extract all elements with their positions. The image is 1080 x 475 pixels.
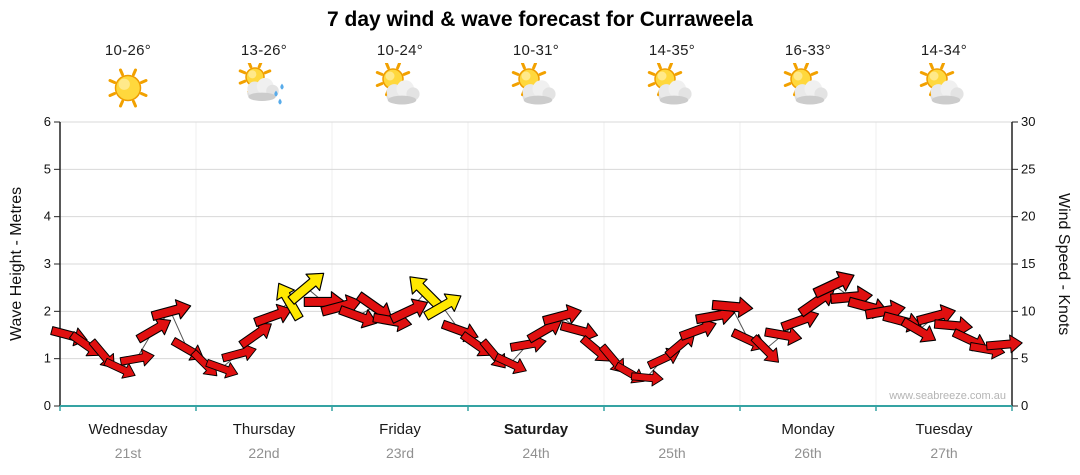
- day-temp-range: 14-35°: [648, 42, 696, 59]
- wind-arrow: [205, 358, 239, 379]
- sunny-icon: [60, 63, 196, 115]
- day-name: Sunday: [645, 421, 700, 438]
- wind-arrow: [542, 304, 582, 326]
- wind-arrow: [135, 318, 172, 344]
- day-name: Friday: [379, 421, 421, 438]
- day-date: 22nd: [248, 445, 279, 461]
- wind-arrow: [812, 270, 855, 299]
- wind-arrow: [409, 276, 444, 311]
- temperature-row: 10-26° 13-26° 10-24° 10-31° 14-35° 16-33° 14-3…: [60, 42, 1012, 59]
- wind-arrows: [50, 270, 1023, 387]
- left-axis-tick-label: 1: [44, 351, 51, 366]
- wind-arrow: [933, 316, 973, 337]
- left-axis-title: Wave Height - Metres: [8, 186, 25, 342]
- left-axis-tick-label: 4: [44, 209, 51, 224]
- partly-cloudy-icon: [468, 61, 604, 115]
- right-axis-tick-label: 30: [1021, 114, 1035, 129]
- wind-arrow: [103, 357, 136, 379]
- left-axis-tick-label: 6: [44, 114, 51, 129]
- right-axis-tick-label: 15: [1021, 256, 1035, 271]
- day-labels: Wednesday 21st Thursday 22nd Friday 23rd Satur…: [89, 421, 973, 461]
- wind-arrow: [764, 326, 803, 346]
- wind-arrow: [985, 334, 1023, 354]
- day-name: Tuesday: [916, 421, 973, 438]
- wind-arrow: [338, 305, 378, 329]
- day-temp-range: 10-31°: [512, 42, 560, 59]
- day-date: 25th: [658, 445, 685, 461]
- page-title: 7 day wind & wave forecast for Curraweel…: [327, 8, 753, 31]
- day-temp-range: 10-24°: [376, 42, 424, 59]
- wind-arrow: [238, 322, 272, 349]
- day-name: Saturday: [504, 421, 569, 438]
- wind-arrow: [389, 298, 428, 324]
- wind-arrow: [253, 303, 293, 327]
- partly-cloudy-icon: [876, 61, 1012, 115]
- day-temp-range: 14-34°: [920, 42, 968, 59]
- day-temp-range: 16-33°: [784, 42, 832, 59]
- axes: 0 1 2 3 4 5 6 0 5 10 15 20 25 30: [44, 114, 1036, 413]
- right-axis-tick-label: 5: [1021, 351, 1028, 366]
- gridlines: [60, 121, 1012, 406]
- wind-arrow: [900, 317, 937, 343]
- right-axis-tick-label: 10: [1021, 303, 1035, 318]
- day-temp-range: 10-26°: [104, 42, 152, 59]
- partly-cloudy-icon: [332, 61, 468, 115]
- wind-arrow: [559, 321, 599, 342]
- day-date: 24th: [522, 445, 549, 461]
- day-name: Wednesday: [89, 421, 168, 438]
- day-date: 27th: [930, 445, 957, 461]
- day-temp-range: 13-26°: [240, 42, 288, 59]
- right-axis-tick-label: 25: [1021, 161, 1035, 176]
- left-axis-tick-label: 5: [44, 161, 51, 176]
- left-axis-tick-label: 2: [44, 303, 51, 318]
- partly-cloudy-icon: [740, 61, 876, 115]
- weather-icon-row: [60, 60, 1012, 115]
- wind-arrow: [630, 369, 664, 387]
- wind-arrow: [916, 304, 956, 326]
- day-date: 23rd: [386, 445, 414, 461]
- wind-arrow: [150, 299, 192, 321]
- day-date: 21st: [115, 445, 142, 461]
- wind-arrow: [494, 352, 527, 375]
- wind-arrow: [119, 348, 155, 367]
- day-date: 26th: [794, 445, 821, 461]
- right-axis-tick-label: 0: [1021, 398, 1028, 413]
- sunny-showers-icon: [196, 60, 332, 115]
- day-name: Monday: [781, 421, 835, 438]
- wind-arrow: [287, 272, 325, 305]
- watermark: www.seabreeze.com.au: [888, 390, 1006, 402]
- wind-arrow: [750, 334, 780, 363]
- wind-arrow: [711, 296, 754, 318]
- wind-arrow: [423, 293, 462, 321]
- left-axis-tick-label: 3: [44, 256, 51, 271]
- right-axis-title: Wind Speed - Knots: [1055, 192, 1072, 336]
- partly-cloudy-icon: [604, 61, 740, 115]
- wind-arrow: [221, 343, 257, 363]
- wind-arrow: [276, 282, 304, 322]
- left-axis-tick-label: 0: [44, 398, 51, 413]
- right-axis-tick-label: 20: [1021, 209, 1035, 224]
- day-name: Thursday: [233, 421, 296, 438]
